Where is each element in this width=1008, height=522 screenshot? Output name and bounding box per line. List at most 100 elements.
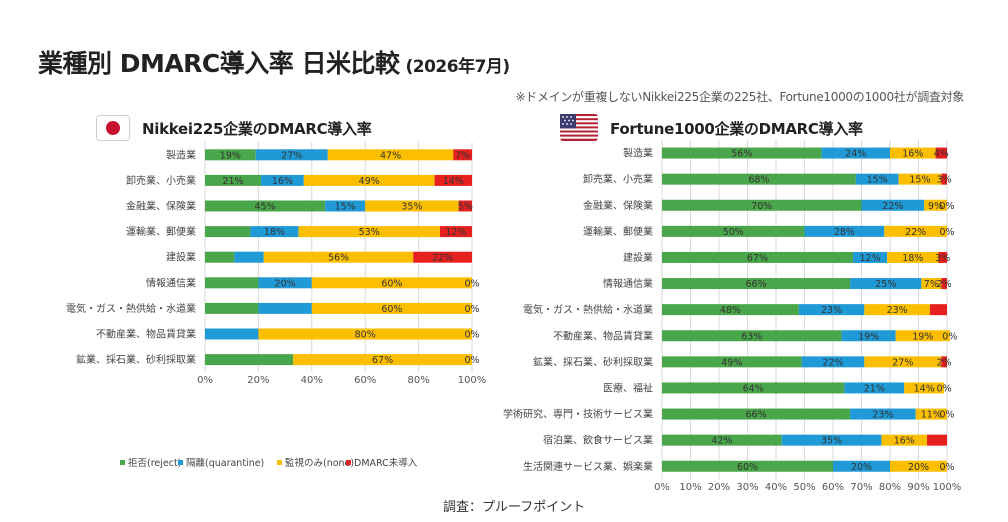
legend-label-reject: 拒否(reject) — [128, 457, 181, 469]
data-label-fortune: 21% — [864, 383, 885, 394]
bar-segment-reject-fortune — [662, 382, 845, 394]
data-label-nikkei: 80% — [355, 330, 376, 341]
bar-segment-quarantine-nikkei — [234, 251, 264, 263]
bar-segment-quarantine-fortune — [852, 251, 888, 263]
data-label-fortune: 22% — [822, 357, 843, 368]
data-label-fortune: 22% — [905, 227, 926, 238]
title-text: 業種別 DMARC導入率 日米比較 — [38, 49, 400, 78]
category-label-fortune: 鉱業、採石業、砂利採取業 — [533, 355, 653, 368]
x-tick-label-fortune: 60% — [822, 482, 844, 493]
bar-segment-quarantine-nikkei — [325, 200, 366, 212]
data-label-fortune: 24% — [845, 149, 866, 160]
data-label-nikkei: 60% — [381, 278, 402, 289]
x-tick-label-nikkei: 80% — [407, 375, 429, 386]
data-label-nikkei: 35% — [401, 202, 422, 213]
data-label-fortune: 14% — [914, 383, 935, 394]
x-tick-label-fortune: 50% — [793, 482, 815, 493]
bar-segment-unadopted-fortune — [941, 173, 947, 185]
category-label-fortune: 運輸業、郵便業 — [583, 225, 653, 238]
x-tick-label-fortune: 40% — [765, 482, 787, 493]
bar-segment-unadopted-fortune — [927, 434, 947, 446]
bar-segment-unadopted-nikkei — [439, 226, 472, 238]
bar-segment-reject-fortune — [662, 147, 822, 159]
bar-segment-quarantine-nikkei — [205, 328, 259, 340]
bar-segment-none-nikkei — [258, 328, 472, 340]
bar-segment-unadopted-nikkei — [413, 251, 472, 263]
category-label-nikkei: 不動産業、物品賃貸業 — [96, 328, 196, 341]
bar-segment-unadopted-nikkei — [458, 200, 472, 212]
data-label-fortune: 0% — [937, 383, 952, 394]
data-label-fortune: 35% — [821, 436, 842, 447]
bar-segment-reject-fortune — [662, 330, 842, 342]
bar-segment-reject-nikkei — [205, 200, 326, 212]
bar-segment-none-fortune — [898, 173, 942, 185]
category-label-fortune: 情報通信業 — [603, 277, 653, 290]
category-label-fortune: 電気・ガス・熱供給・水道業 — [523, 303, 653, 316]
legend-swatch-reject — [120, 460, 125, 465]
chart-title-nikkei: Nikkei225企業のDMARC導入率 — [142, 120, 372, 138]
data-label-fortune: 70% — [751, 201, 772, 212]
x-tick-label-fortune: 20% — [708, 482, 730, 493]
bar-segment-quarantine-fortune — [781, 434, 882, 446]
bar-segment-unadopted-fortune — [938, 251, 947, 263]
bar-segment-reject-nikkei — [205, 302, 259, 314]
bar-segment-quarantine-nikkei — [258, 277, 312, 289]
data-label-nikkei: 16% — [272, 176, 293, 187]
x-tick-label-nikkei: 0% — [197, 375, 213, 386]
data-label-fortune: 25% — [875, 279, 896, 290]
data-label-fortune: 68% — [748, 175, 769, 186]
x-tick-label-nikkei: 60% — [354, 375, 376, 386]
x-tick-label-fortune: 30% — [736, 482, 758, 493]
category-label-fortune: 製造業 — [623, 147, 653, 160]
x-tick-label-fortune: 0% — [654, 482, 670, 493]
data-label-fortune: 2% — [937, 279, 952, 290]
bar-segment-none-nikkei — [365, 200, 459, 212]
bar-segment-none-fortune — [904, 382, 945, 394]
data-label-nikkei: 0% — [464, 355, 479, 366]
data-label-nikkei: 21% — [222, 176, 243, 187]
data-label-fortune: 23% — [887, 305, 908, 316]
data-label-fortune: 56% — [731, 149, 752, 160]
bar-segment-quarantine-fortune — [861, 199, 925, 211]
data-label-fortune: 66% — [745, 279, 766, 290]
category-label-fortune: 金融業、保険業 — [583, 199, 653, 212]
category-label-fortune: 医療、福祉 — [603, 381, 653, 394]
data-label-nikkei: 47% — [380, 150, 401, 161]
category-label-fortune: 宿泊業、飲食サービス業 — [543, 434, 653, 447]
data-label-nikkei: 0% — [464, 278, 479, 289]
data-label-nikkei: 67% — [372, 355, 393, 366]
bar-segment-none-nikkei — [263, 251, 414, 263]
data-label-nikkei: 0% — [464, 304, 479, 315]
data-label-fortune: 0% — [939, 462, 954, 473]
data-label-fortune: 67% — [747, 253, 768, 264]
usa-flag-icon — [560, 114, 598, 141]
category-label-fortune: 建設業 — [623, 251, 653, 264]
japan-flag-icon — [96, 115, 130, 141]
bar-segment-reject-fortune — [662, 251, 853, 263]
data-label-fortune: 4% — [934, 149, 949, 160]
bar-segment-none-fortune — [915, 408, 947, 420]
data-label-fortune: 23% — [872, 410, 893, 421]
x-tick-label-fortune: 90% — [907, 482, 929, 493]
bar-segment-quarantine-fortune — [798, 304, 865, 316]
data-label-fortune: 19% — [858, 331, 879, 342]
data-label-nikkei: 19% — [220, 150, 241, 161]
legend-label-unadopted: DMARC未導入 — [354, 457, 418, 469]
data-label-nikkei: 27% — [281, 150, 302, 161]
category-label-fortune: 生活関連サービス業、娯楽業 — [523, 460, 653, 473]
bar-segment-reject-nikkei — [205, 277, 259, 289]
bar-segment-none-fortune — [924, 199, 947, 211]
x-tick-label-fortune: 10% — [679, 482, 701, 493]
data-label-fortune: 0% — [939, 410, 954, 421]
data-label-fortune: 60% — [737, 462, 758, 473]
bar-segment-quarantine-fortune — [801, 356, 865, 368]
data-label-fortune: 66% — [745, 410, 766, 421]
bar-segment-reject-fortune — [662, 173, 856, 185]
data-label-nikkei: 0% — [464, 330, 479, 341]
data-label-fortune: 63% — [741, 331, 762, 342]
data-label-nikkei: 60% — [381, 304, 402, 315]
bar-segment-quarantine-nikkei — [255, 149, 328, 161]
data-label-fortune: 64% — [743, 383, 764, 394]
x-tick-label-nikkei: 40% — [301, 375, 323, 386]
